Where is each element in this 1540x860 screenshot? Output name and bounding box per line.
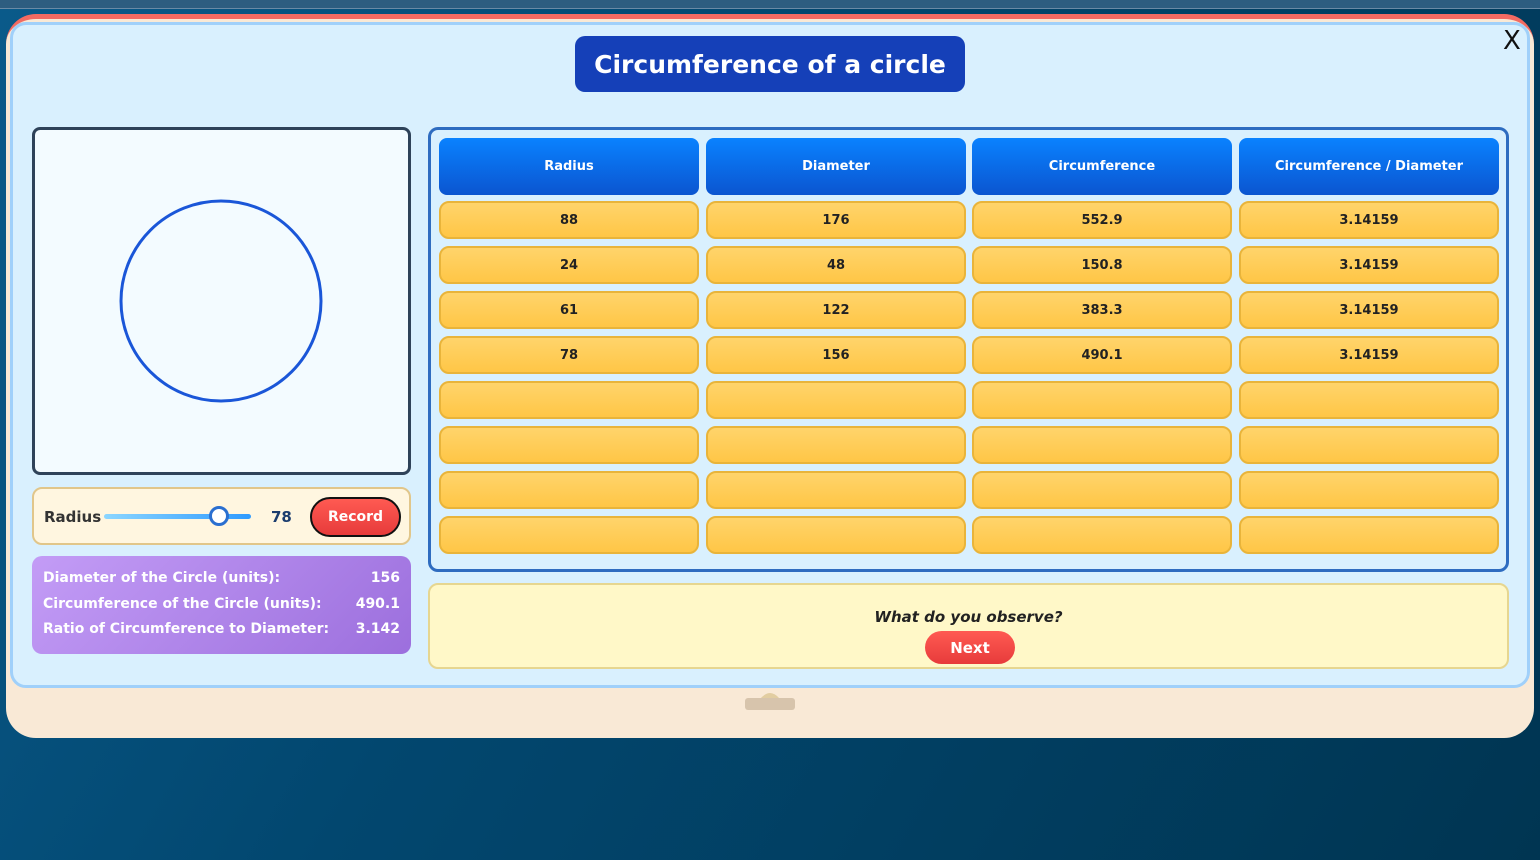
table-cell: 383.3: [972, 291, 1232, 329]
circle-canvas: [32, 127, 411, 475]
table-cell: 122: [706, 291, 966, 329]
column-header: Diameter: [706, 138, 966, 195]
info-row: Ratio of Circumference to Diameter: 3.142: [43, 621, 400, 647]
table-cell: 48: [706, 246, 966, 284]
table-cell: 78: [439, 336, 699, 374]
table-cell: [972, 471, 1232, 509]
table-cell: [972, 381, 1232, 419]
table-cell: [1239, 426, 1499, 464]
column-header: Circumference / Diameter: [1239, 138, 1499, 195]
column-header: Circumference: [972, 138, 1232, 195]
circle-shape: [119, 199, 323, 403]
table-cell: [706, 426, 966, 464]
info-value: 156: [370, 570, 400, 586]
table-cell: [439, 426, 699, 464]
info-row: Circumference of the Circle (units): 490.…: [43, 596, 400, 622]
observe-question: What do you observe?: [874, 608, 1063, 626]
page-title: Circumference of a circle: [575, 36, 965, 92]
info-value: 490.1: [355, 595, 400, 612]
circle-drawing: [119, 199, 323, 403]
table-cell: [1239, 381, 1499, 419]
table-cell: 3.14159: [1239, 336, 1499, 374]
stand-icon: [745, 693, 795, 710]
table-cell: 3.14159: [1239, 291, 1499, 329]
table-cell: [439, 381, 699, 419]
table-cell: 176: [706, 201, 966, 239]
table-cell: [706, 516, 966, 554]
table-cell: [1239, 471, 1499, 509]
radius-slider-thumb[interactable]: [208, 506, 229, 526]
table-cell: 156: [706, 336, 966, 374]
close-button[interactable]: X: [1503, 26, 1521, 56]
measurements-panel: Diameter of the Circle (units): 156 Circu…: [32, 556, 411, 654]
table-cell: [439, 516, 699, 554]
table-cell: [706, 471, 966, 509]
table-cell: [972, 516, 1232, 554]
data-table: [428, 127, 1509, 572]
record-button[interactable]: Record: [310, 497, 401, 537]
browser-top-bar: [0, 0, 1540, 9]
info-value: 3.142: [355, 621, 400, 637]
table-cell: 490.1: [972, 336, 1232, 374]
table-cell: 3.14159: [1239, 201, 1499, 239]
info-label: Ratio of Circumference to Diameter:: [43, 621, 330, 637]
table-cell: 552.9: [972, 201, 1232, 239]
radius-control: Radius 78 Record: [32, 487, 411, 545]
table-cell: 24: [439, 246, 699, 284]
column-header: Radius: [439, 138, 699, 195]
info-row: Diameter of the Circle (units): 156: [43, 570, 400, 596]
table-cell: 3.14159: [1239, 246, 1499, 284]
info-label: Circumference of the Circle (units):: [43, 595, 322, 612]
radius-slider-track[interactable]: [104, 514, 251, 519]
table-cell: 88: [439, 201, 699, 239]
table-cell: [972, 426, 1232, 464]
table-cell: [1239, 516, 1499, 554]
radius-value: 78: [271, 508, 292, 526]
table-cell: [439, 471, 699, 509]
observation-panel: What do you observe? Next: [428, 583, 1509, 669]
table-cell: 150.8: [972, 246, 1232, 284]
table-cell: 61: [439, 291, 699, 329]
radius-label: Radius: [44, 508, 102, 526]
table-cell: [706, 381, 966, 419]
info-label: Diameter of the Circle (units):: [43, 570, 281, 586]
next-button[interactable]: Next: [925, 631, 1015, 664]
